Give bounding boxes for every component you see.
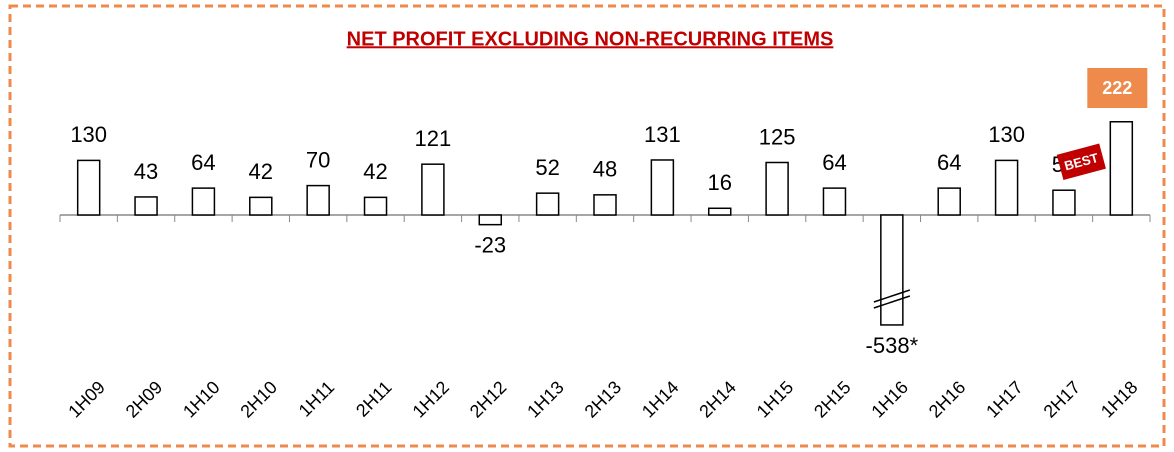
bar <box>1109 121 1134 216</box>
x-tick-label: 1H18 <box>1097 377 1142 422</box>
x-tick-label: 1H16 <box>867 377 912 422</box>
value-label: 70 <box>306 147 330 172</box>
bar <box>306 184 330 216</box>
x-tick-label: 2H14 <box>695 377 740 422</box>
axis-break <box>873 295 911 309</box>
badge-bg <box>1056 143 1106 181</box>
x-tick-label: 1H15 <box>753 377 798 422</box>
value-label: -23 <box>474 232 506 257</box>
x-tick-label: 2H09 <box>122 377 167 422</box>
x-tick-label: 2H12 <box>466 377 511 422</box>
x-tick-label: 2H13 <box>581 377 626 422</box>
x-tick-label: 2H11 <box>352 377 396 421</box>
bar <box>994 159 1019 216</box>
value-label: 42 <box>249 159 273 184</box>
value-label: 64 <box>822 150 846 175</box>
x-tick-label: 1H17 <box>982 377 1027 422</box>
x-tick-label: 2H17 <box>1040 377 1085 422</box>
value-label: 16 <box>707 170 731 195</box>
bar <box>880 214 904 326</box>
bar <box>478 214 503 226</box>
value-label: 131 <box>644 122 681 147</box>
x-tick-label: 1H10 <box>179 377 224 422</box>
bar <box>363 196 388 216</box>
value-label: 52 <box>535 155 559 180</box>
value-label: -538* <box>866 333 919 358</box>
value-label: 222 <box>1102 78 1132 98</box>
bar <box>249 196 273 216</box>
bar <box>191 187 216 216</box>
x-tick-label: 1H11 <box>295 377 339 421</box>
bar <box>421 163 445 216</box>
value-label: 121 <box>415 126 452 151</box>
x-tick-label: 2H10 <box>236 377 281 422</box>
value-label: 64 <box>191 150 215 175</box>
x-tick-label: 2H15 <box>810 377 855 422</box>
axis-break <box>873 289 911 303</box>
bar <box>765 161 789 216</box>
frame <box>8 4 1166 448</box>
bar <box>134 196 158 216</box>
bar <box>707 207 732 216</box>
bar <box>593 194 617 216</box>
value-label: 42 <box>363 159 387 184</box>
x-tick-label: 2H16 <box>925 377 970 422</box>
x-tick-label: 1H09 <box>64 377 109 422</box>
value-label: 130 <box>988 122 1025 147</box>
x-tick-label: 1H13 <box>523 377 568 422</box>
bar <box>76 159 101 216</box>
bar <box>650 159 675 216</box>
highlight-box <box>1087 68 1148 108</box>
bar <box>535 192 560 216</box>
x-tick-label: 1H12 <box>409 377 454 422</box>
bar <box>822 187 847 216</box>
value-label: 48 <box>593 157 617 182</box>
value-label: 125 <box>759 124 796 149</box>
value-label: 130 <box>70 122 107 147</box>
annotation-badge: BEST <box>1056 143 1106 181</box>
value-label: 64 <box>937 150 961 175</box>
bar <box>937 187 961 216</box>
x-tick-label: 1H14 <box>638 377 683 422</box>
chart-title: NET PROFIT EXCLUDING NON-RECURRING ITEMS <box>347 28 834 50</box>
value-label: 43 <box>134 159 158 184</box>
bar <box>1052 189 1076 216</box>
